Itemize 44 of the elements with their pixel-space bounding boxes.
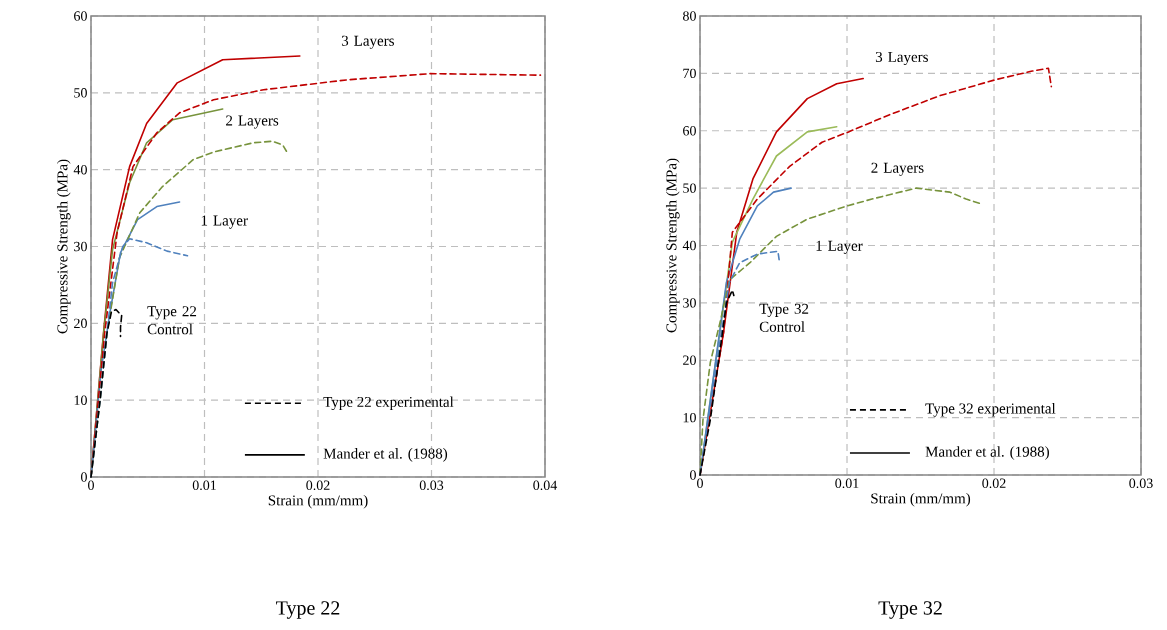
y-tick-label: 60 <box>683 126 696 136</box>
y-tick-label: 50 <box>74 88 87 98</box>
annotation: 3 Layers <box>875 51 928 66</box>
x-tick-label: 0.01 <box>192 480 216 491</box>
x-tick-label: 0.01 <box>835 478 859 489</box>
y-axis-title: Compressive Strength (MPa) <box>56 159 71 334</box>
y-tick-label: 20 <box>683 355 696 365</box>
y-tick-label: 10 <box>74 395 87 405</box>
y-tick-label: 70 <box>683 68 696 79</box>
y-tick-label: 0 <box>690 470 696 480</box>
x-tick-label: 0.02 <box>982 478 1006 489</box>
x-axis-title: Strain (mm/mm) <box>268 494 368 509</box>
y-tick-label: 20 <box>74 318 87 329</box>
annotation: 3 Layers <box>341 35 394 49</box>
annotation: 1 Layer <box>201 215 248 229</box>
annotation: Type 22 experimental <box>323 396 454 411</box>
x-axis-title: Strain (mm/mm) <box>871 492 971 507</box>
annotation: Type 32 experimental <box>925 403 1056 417</box>
x-tick-label: 0.02 <box>306 480 330 491</box>
y-tick-label: 10 <box>683 412 696 423</box>
y-axis-title: Compressive Strength (MPa) <box>665 158 680 333</box>
y-tick-label: 80 <box>683 11 696 21</box>
annotation: Type 32 Control <box>759 303 809 332</box>
x-tick-label: 0.03 <box>419 480 444 491</box>
annotation: 2 Layers <box>871 162 924 176</box>
x-tick-label: 0.04 <box>533 480 558 491</box>
annotation: Mander et al. (1988) <box>925 446 1049 460</box>
annotation: 1 Layer <box>816 240 863 254</box>
annotation: 2 Layers <box>226 115 279 129</box>
y-tick-label: 40 <box>73 164 87 175</box>
x-tick-label: 0.03 <box>1129 478 1153 489</box>
y-tick-label: 50 <box>683 183 696 193</box>
x-tick-label: 0 <box>697 478 703 488</box>
x-tick-label: 0 <box>88 480 94 490</box>
annotation: Mander et al. (1988) <box>323 448 448 462</box>
line-series <box>90 308 123 478</box>
text: Type 32 <box>878 601 942 619</box>
y-tick-label: 40 <box>682 240 696 251</box>
y-tick-label: 30 <box>74 241 87 252</box>
y-tick-label: 60 <box>74 11 87 21</box>
y-tick-label: 30 <box>683 298 696 308</box>
line-series <box>699 289 735 476</box>
annotation: Type 22 Control <box>147 306 197 335</box>
text: Type 22 <box>276 601 340 619</box>
